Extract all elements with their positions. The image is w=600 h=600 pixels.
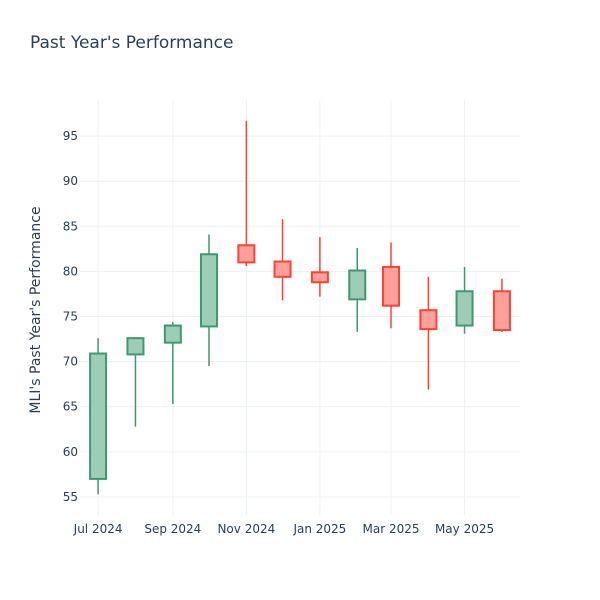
candle xyxy=(455,266,474,334)
gridlines xyxy=(80,100,520,515)
candle xyxy=(126,337,145,427)
candle-body xyxy=(382,265,401,307)
x-tick-label: Nov 2024 xyxy=(217,522,275,536)
y-tick-label: 90 xyxy=(63,174,78,188)
y-tick-label: 60 xyxy=(63,445,78,459)
y-tick-label: 70 xyxy=(63,355,78,369)
candles xyxy=(89,120,511,495)
candle xyxy=(89,338,108,495)
y-tick-label: 65 xyxy=(63,400,78,414)
candle xyxy=(163,321,182,405)
x-axis-ticks: Jul 2024 Sep 2024 Nov 2024 Jan 2025 Mar 2025… xyxy=(73,522,494,536)
candle xyxy=(419,276,438,390)
candle-body xyxy=(348,269,367,301)
candle xyxy=(237,120,256,266)
candle-body xyxy=(419,309,438,331)
y-tick-label: 80 xyxy=(63,264,78,278)
x-tick-label: Jan 2025 xyxy=(292,522,346,536)
x-tick-label: May 2025 xyxy=(435,522,494,536)
candle-body xyxy=(126,337,145,356)
x-tick-label: Sep 2024 xyxy=(144,522,201,536)
candle xyxy=(273,219,292,301)
y-tick-label: 85 xyxy=(63,219,78,233)
chart-title: Past Year's Performance xyxy=(30,33,234,53)
y-tick-label: 55 xyxy=(63,490,78,504)
candle xyxy=(492,278,511,332)
candle-body xyxy=(237,244,256,264)
candle xyxy=(348,247,367,332)
x-tick-label: Jul 2024 xyxy=(73,522,123,536)
candle-body xyxy=(273,260,292,278)
candle xyxy=(310,237,329,297)
candle-body xyxy=(89,352,108,480)
candle-body xyxy=(492,290,511,332)
y-axis-title: MLI's Past Year's Performance xyxy=(28,206,44,413)
candle xyxy=(199,234,218,367)
candle-body xyxy=(455,290,474,327)
candle-body xyxy=(163,324,182,344)
y-tick-label: 95 xyxy=(63,129,78,143)
x-tick-label: Mar 2025 xyxy=(363,522,420,536)
candle xyxy=(382,242,401,329)
candle-body xyxy=(199,253,218,328)
y-tick-label: 75 xyxy=(63,310,78,324)
candle-body xyxy=(310,271,329,284)
y-axis-ticks: 55 60 65 70 75 80 85 90 95 xyxy=(63,129,78,504)
